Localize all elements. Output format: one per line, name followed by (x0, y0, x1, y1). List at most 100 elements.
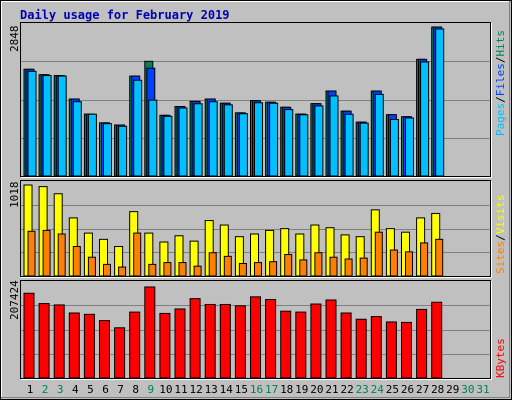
x-tick-label-day-18: 18 (280, 383, 293, 396)
bar-pages-day-21 (329, 95, 339, 177)
bar-kbytes-day-19 (295, 311, 307, 379)
legend-visits: Visits (494, 195, 507, 235)
bar-pages-day-2 (42, 75, 52, 177)
bar-kbytes-day-22 (340, 312, 352, 379)
bar-sites-day-1 (27, 230, 36, 277)
x-tick-label-day-5: 5 (87, 383, 94, 396)
bar-pages-day-18 (284, 109, 294, 177)
x-tick-label-day-23: 23 (356, 383, 369, 396)
bar-sites-day-2 (42, 229, 51, 277)
x-tick-label-day-1: 1 (27, 383, 34, 396)
chart-title: Daily usage for February 2019 (20, 8, 230, 22)
bar-sites-day-15 (238, 262, 247, 277)
bar-pages-day-3 (57, 75, 67, 177)
bar-pages-day-19 (299, 114, 309, 177)
bar-kbytes-day-17 (265, 299, 277, 379)
panel-top-max-label: 2848 (8, 26, 21, 53)
x-tick-label-day-13: 13 (205, 383, 218, 396)
x-tick-label-day-4: 4 (72, 383, 79, 396)
bar-pages-day-1 (27, 70, 37, 177)
x-tick-label-day-30: 30 (461, 383, 474, 396)
bar-sites-day-6 (103, 263, 111, 277)
x-axis-labels: 1 2 3 4 5 6 7 8 9 10 11 12 13 14 15 16 17 18 19 20 21 22 23 24 2… (27, 383, 490, 396)
panel-middle-max-label: 1018 (8, 182, 21, 209)
bar-kbytes-day-27 (416, 308, 428, 379)
bar-pages-day-17 (269, 102, 279, 177)
x-tick-label-day-24: 24 (371, 383, 385, 396)
bar-pages-day-12 (193, 103, 203, 177)
bar-sites-day-28 (435, 238, 444, 277)
bar-sites-day-10 (163, 262, 172, 277)
x-tick-label-day-6: 6 (102, 383, 109, 396)
bar-sites-day-8 (133, 232, 142, 277)
bar-kbytes-day-14 (219, 303, 231, 379)
bar-sites-day-20 (314, 252, 323, 277)
bar-pages-day-7 (118, 125, 128, 177)
x-tick-label-day-10: 10 (159, 383, 172, 396)
x-tick-label-day-2: 2 (42, 383, 49, 396)
bar-pages-day-24 (374, 93, 384, 177)
x-tick-label-day-31: 31 (476, 383, 489, 396)
bar-pages-day-15 (238, 113, 248, 177)
x-tick-label-day-11: 11 (174, 383, 187, 396)
bar-sites-day-26 (405, 251, 413, 277)
bar-kbytes-day-1 (23, 292, 35, 379)
x-tick-label-day-7: 7 (117, 383, 124, 396)
bar-kbytes-day-8 (129, 311, 141, 379)
bar-sites-day-9 (148, 263, 157, 277)
bar-pages-day-8 (133, 79, 143, 177)
bar-kbytes-day-7 (114, 327, 126, 379)
bar-pages-day-13 (208, 101, 218, 177)
bar-sites-day-3 (57, 233, 66, 277)
bar-sites-day-23 (359, 257, 368, 277)
bar-kbytes-day-4 (68, 312, 80, 379)
x-tick-label-day-17: 17 (265, 383, 278, 396)
bar-kbytes-day-9 (144, 286, 156, 379)
bars (23, 26, 445, 379)
bar-kbytes-day-11 (174, 308, 186, 379)
bar-pages-day-10 (163, 115, 173, 177)
x-tick-label-day-16: 16 (250, 383, 263, 396)
bar-kbytes-day-13 (204, 303, 216, 379)
x-tick-label-day-27: 27 (416, 383, 429, 396)
legend-pages: Pages (494, 103, 507, 136)
legend-kbytes: KBytes (494, 338, 507, 378)
bar-kbytes-day-12 (189, 298, 201, 379)
bar-kbytes-day-28 (431, 301, 443, 379)
x-tick-label-day-20: 20 (310, 383, 323, 396)
legend-slash-1: / (494, 96, 507, 103)
bar-sites-day-22 (344, 258, 353, 277)
bar-pages-day-4 (72, 101, 82, 177)
legend-slash-2: / (494, 57, 507, 64)
bar-sites-day-17 (269, 261, 278, 277)
legend-slash-3: / (494, 234, 507, 241)
legend-top: Pages/Files/Hits (494, 30, 507, 136)
bar-kbytes-day-10 (159, 312, 171, 379)
bar-sites-day-5 (87, 256, 96, 277)
bar-pages-day-6 (103, 123, 112, 177)
x-tick-label-day-14: 14 (220, 383, 234, 396)
bar-pages-day-11 (178, 107, 188, 177)
bar-kbytes-day-3 (53, 304, 65, 379)
bar-kbytes-day-6 (99, 320, 110, 379)
legend-bottom: KBytes (494, 338, 507, 378)
bar-kbytes-day-21 (325, 299, 337, 379)
bar-pages-day-23 (359, 122, 369, 177)
bar-kbytes-day-24 (370, 316, 382, 379)
bar-pages-day-27 (420, 61, 430, 177)
bar-kbytes-day-2 (38, 303, 50, 379)
bar-kbytes-day-25 (385, 321, 397, 379)
bar-pages-day-16 (254, 102, 263, 177)
bar-sites-day-4 (72, 246, 81, 277)
bar-sites-day-19 (299, 259, 308, 277)
bar-pages-day-14 (223, 104, 233, 177)
bar-sites-day-13 (208, 252, 217, 277)
bar-pages-day-26 (405, 117, 414, 177)
legend-hits: Hits (494, 30, 507, 57)
bar-kbytes-day-20 (310, 303, 322, 379)
bar-sites-day-25 (389, 249, 398, 277)
x-tick-label-day-21: 21 (325, 383, 338, 396)
bar-kbytes-day-23 (355, 318, 367, 379)
bar-kbytes-day-16 (250, 296, 261, 379)
